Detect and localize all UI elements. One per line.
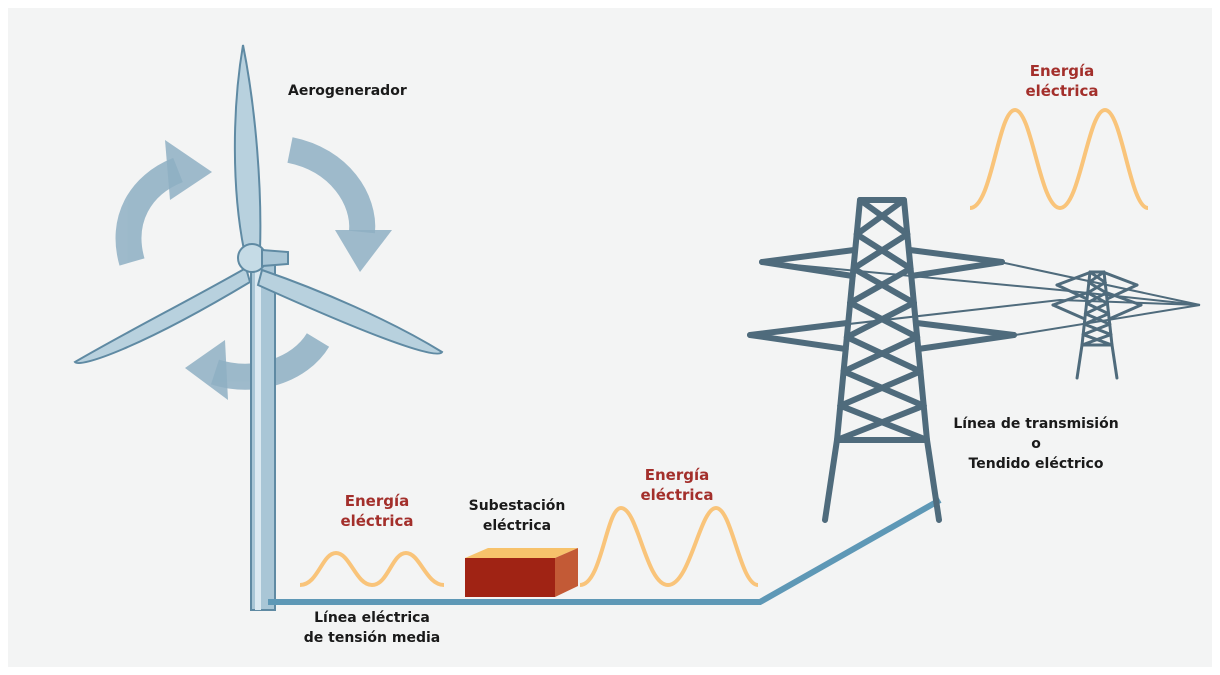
substation-side bbox=[555, 548, 578, 597]
label: de tensión media bbox=[304, 630, 441, 646]
label: eléctrica bbox=[640, 486, 713, 504]
label: eléctrica bbox=[340, 512, 413, 530]
tower-beam bbox=[1055, 271, 1091, 287]
substation-top bbox=[465, 548, 578, 558]
tower-beam bbox=[1082, 312, 1111, 326]
tower-beam bbox=[906, 247, 1005, 265]
arrow-heads bbox=[165, 140, 392, 400]
tower-beam bbox=[747, 332, 849, 352]
tower-beam bbox=[850, 231, 911, 272]
label: Línea eléctrica bbox=[314, 610, 430, 626]
tower-beam bbox=[1080, 270, 1092, 347]
tower-beam bbox=[747, 320, 851, 338]
label: Energía bbox=[645, 466, 710, 484]
tower-beam bbox=[1105, 283, 1139, 301]
tower-beam bbox=[1083, 301, 1109, 316]
tower-highlight bbox=[255, 262, 261, 610]
tower-beam bbox=[915, 332, 1017, 352]
tower-beam bbox=[847, 265, 914, 306]
label: Tendido eléctrico bbox=[969, 456, 1104, 472]
tower-beam bbox=[834, 402, 927, 443]
tower-beam bbox=[1055, 283, 1089, 301]
tower-beam bbox=[837, 368, 924, 409]
tower-beam bbox=[1080, 333, 1113, 347]
tower-beam bbox=[1102, 270, 1114, 347]
label: Subestación bbox=[469, 498, 566, 514]
towers bbox=[747, 197, 1143, 523]
label: eléctrica bbox=[483, 518, 551, 534]
tower-beam bbox=[908, 259, 1005, 279]
tower-beam bbox=[1051, 291, 1088, 307]
tower-beam bbox=[840, 334, 921, 375]
turbine-blades bbox=[73, 44, 444, 364]
tower-beam bbox=[1085, 291, 1108, 305]
panel bbox=[8, 8, 1212, 667]
label: Energía bbox=[345, 492, 410, 510]
turbine-tower bbox=[250, 261, 276, 611]
tower-beam bbox=[901, 197, 930, 443]
label: eléctrica bbox=[1025, 82, 1098, 100]
label: Aerogenerador bbox=[288, 83, 407, 99]
tower-beam bbox=[1051, 303, 1087, 321]
tower-beam bbox=[913, 320, 1017, 338]
tower-beam bbox=[1110, 343, 1119, 380]
nacelle bbox=[261, 248, 289, 268]
tower-beam bbox=[759, 259, 856, 279]
tower-beam bbox=[759, 247, 858, 265]
power-line bbox=[268, 497, 942, 605]
tower-beam bbox=[822, 437, 840, 523]
tower-beam bbox=[1081, 322, 1112, 337]
label: Línea de transmisión bbox=[953, 416, 1118, 432]
tower-beam bbox=[1103, 271, 1139, 287]
tower-beam bbox=[1106, 291, 1143, 307]
tower-beam bbox=[843, 299, 917, 341]
energy-waves bbox=[299, 107, 1149, 588]
tower-beam bbox=[1086, 280, 1107, 295]
label: Energía bbox=[1030, 62, 1095, 80]
tower-beam bbox=[924, 437, 942, 523]
tower-beam bbox=[1107, 303, 1143, 321]
tower-beam bbox=[834, 197, 863, 443]
tower-beam bbox=[853, 197, 907, 238]
tower-beam bbox=[1075, 343, 1084, 380]
substation-box bbox=[465, 558, 555, 597]
tower-beam bbox=[1087, 270, 1106, 284]
label: o bbox=[1031, 436, 1041, 452]
